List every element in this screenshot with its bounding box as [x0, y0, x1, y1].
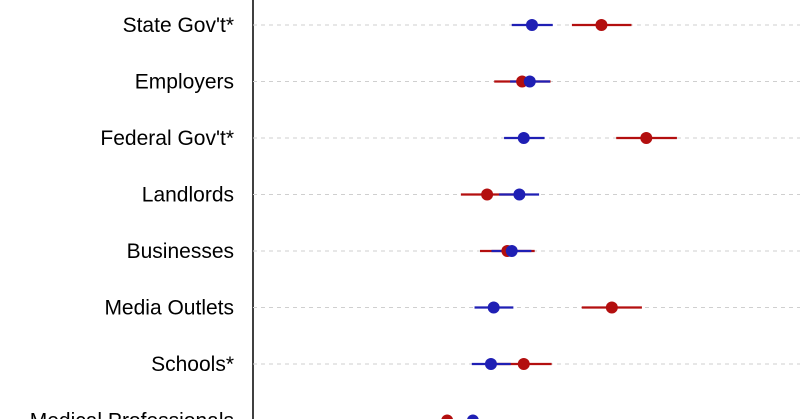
dots	[441, 19, 653, 419]
category-label-employers: Employers	[135, 71, 234, 94]
category-label-federal-gov-t: Federal Gov't*	[100, 127, 234, 150]
dot-red-group-media-outlets	[605, 301, 618, 314]
dot-blue-group-state-gov-t	[525, 19, 538, 31]
dot-blue-group-businesses	[505, 245, 518, 257]
dot-blue-group-schools	[484, 358, 497, 370]
dot-red-group-federal-gov-t	[640, 132, 653, 144]
category-labels: State Gov't* Employers Federal Gov't* Landl…	[30, 14, 234, 419]
dot-blue-group-landlords	[513, 188, 526, 201]
dot-red-group-medical-professionals	[441, 414, 453, 419]
dot-red-group-landlords	[481, 188, 494, 201]
category-label-media-outlets: Media Outlets	[104, 297, 234, 320]
dot-blue-group-media-outlets	[487, 301, 500, 314]
dot-red-group-state-gov-t	[595, 19, 608, 31]
dot-blue-group-federal-gov-t	[517, 132, 530, 144]
category-label-state-gov-t: State Gov't*	[123, 14, 234, 37]
category-label-businesses: Businesses	[127, 240, 234, 263]
category-label-landlords: Landlords	[142, 184, 234, 207]
dot-red-group-schools	[517, 358, 530, 370]
dot-blue-group-employers	[523, 75, 536, 88]
dot-blue-group-medical-professionals	[467, 414, 479, 419]
category-label-schools: Schools*	[151, 353, 234, 376]
category-label-medical-professionals: Medical Professionals	[30, 410, 234, 419]
